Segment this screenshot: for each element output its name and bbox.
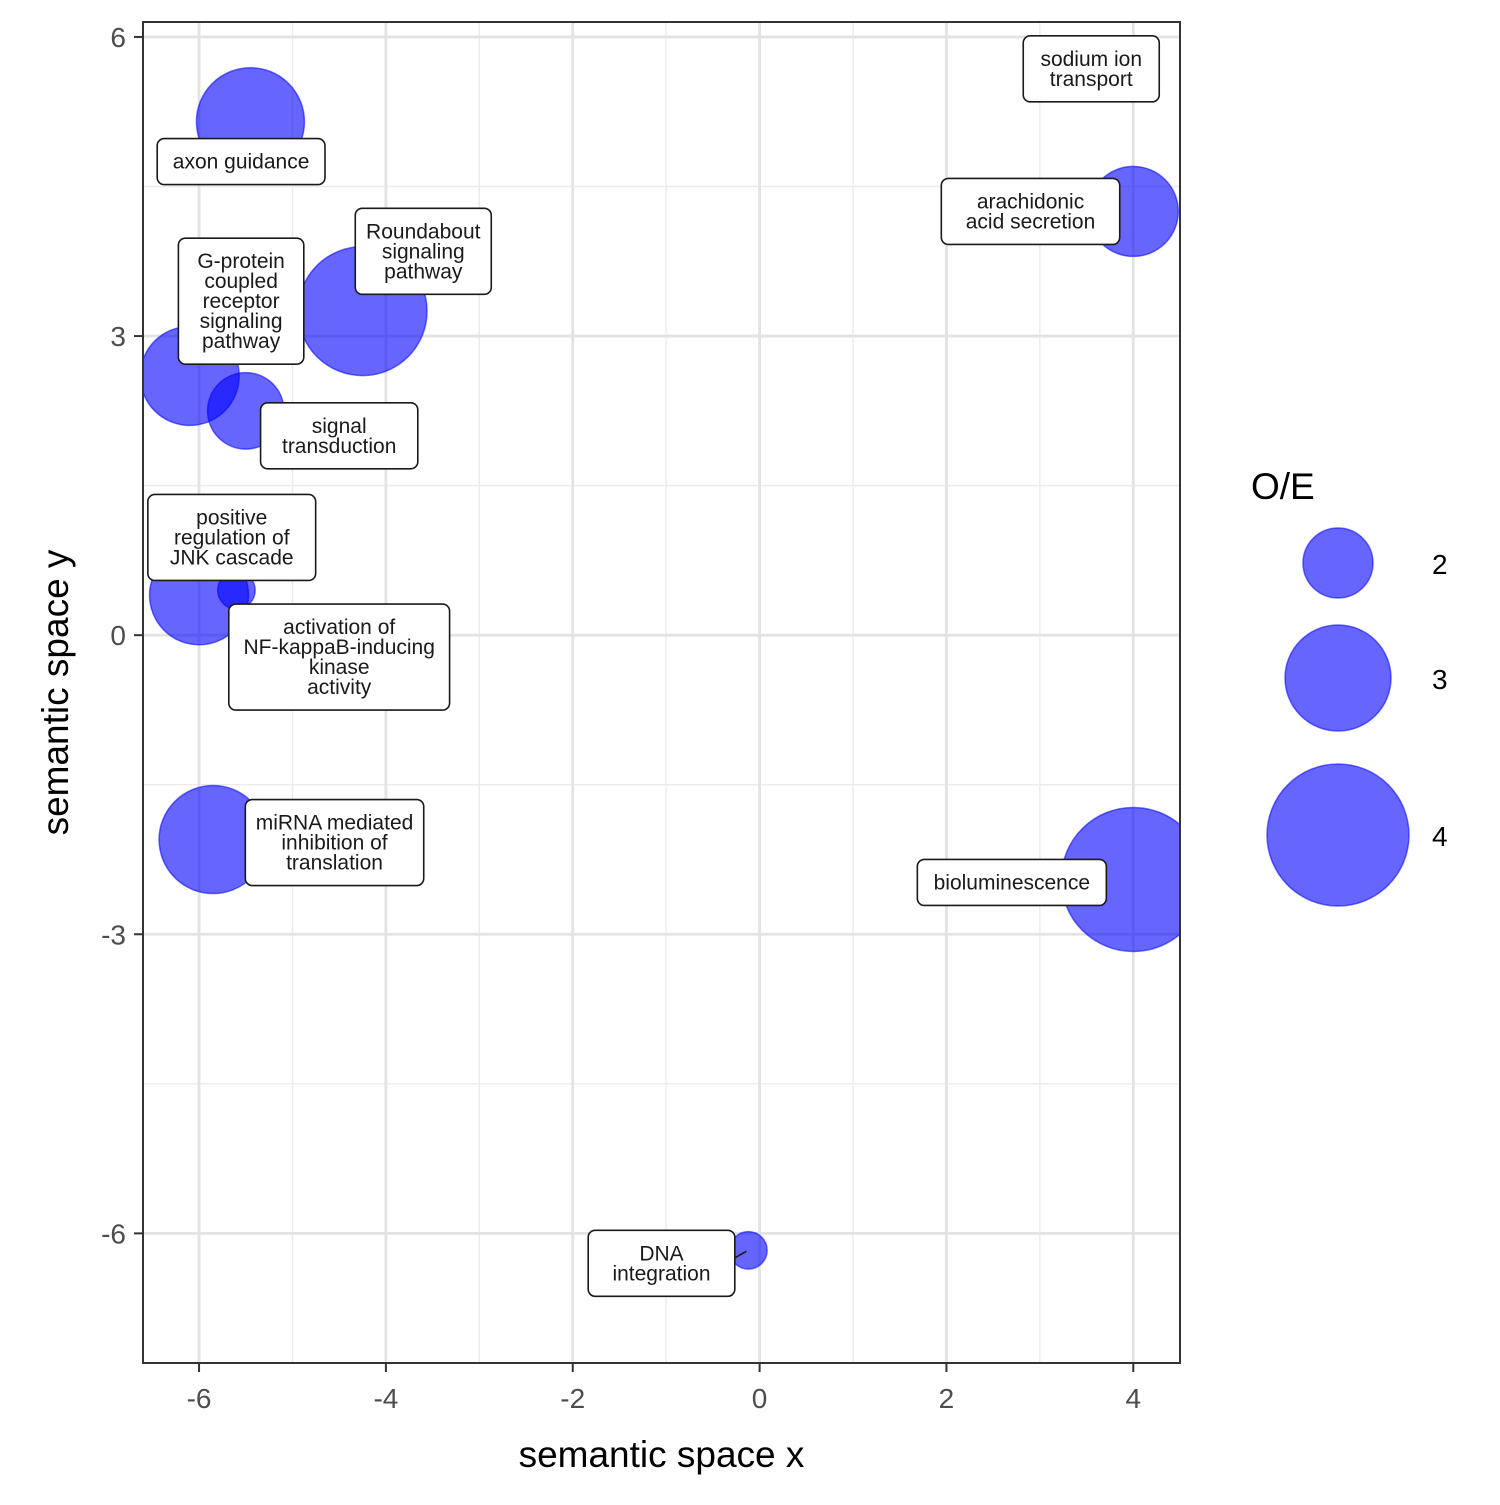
label-box	[147, 493, 317, 582]
legend-key-label: 4	[1432, 821, 1448, 852]
label-box	[156, 137, 326, 186]
labels-layer: axon guidanceRoundaboutsignalingpathwayG…	[147, 35, 1161, 1298]
y-tick-label: -6	[101, 1218, 126, 1249]
bubble-label-line: axon guidance	[173, 151, 310, 174]
label-box	[259, 401, 419, 470]
bubble-label-line: receptor	[203, 290, 280, 313]
bubble-label-line: transport	[1050, 68, 1133, 91]
label-box	[244, 798, 425, 887]
bubble-label-line: translation	[286, 852, 383, 875]
bubble-label-line: kinase	[309, 656, 370, 679]
bubble-label-line: bioluminescence	[934, 871, 1090, 894]
label-box	[940, 177, 1121, 246]
bubble-label-line: acid secretion	[966, 210, 1096, 233]
y-tick-label: 0	[110, 620, 126, 651]
legend-key-circle	[1302, 527, 1374, 599]
label-box	[916, 858, 1108, 907]
bubble-label-line: regulation of	[174, 526, 290, 549]
size-legend: O/E 2 3 4	[1251, 466, 1448, 907]
bubble-label-line: signaling	[382, 240, 465, 263]
label-box	[354, 207, 493, 296]
bubble-label-line: signaling	[200, 310, 283, 333]
bubble-label-line: arachidonic	[977, 190, 1084, 213]
x-axis-title: semantic space x	[519, 1434, 805, 1475]
bubble-label-line: activation of	[283, 616, 395, 639]
bubble-label-line: miRNA mediated	[256, 812, 414, 835]
bubble-label-line: DNA	[639, 1242, 683, 1265]
bubble-label: activation ofNF-kappaB-inducingkinaseact…	[227, 603, 451, 711]
legend-title: O/E	[1251, 466, 1315, 507]
bubble-label-line: Roundabout	[366, 220, 481, 243]
bubble-label-line: pathway	[384, 260, 463, 283]
x-tick-label: 4	[1125, 1383, 1141, 1414]
bubble-label-line: sodium ion	[1040, 48, 1142, 71]
bubble-label-line: integration	[612, 1262, 710, 1285]
bubble-label-line: JNK cascade	[170, 546, 294, 569]
legend-key-label: 3	[1432, 664, 1448, 695]
legend-key-label: 2	[1432, 549, 1448, 580]
label-box	[177, 237, 305, 365]
x-tick-label: 0	[752, 1383, 768, 1414]
x-tick-label: -4	[373, 1383, 398, 1414]
bubble-label-line: signal	[312, 415, 367, 438]
bubble-label-line: NF-kappaB-inducing	[243, 636, 434, 659]
bubble-label: bioluminescence	[916, 858, 1108, 907]
x-tick-label: -2	[560, 1383, 585, 1414]
axes-layer: -6 -4 -2 0 2 4 -6 -3 0 3 6	[101, 22, 1141, 1414]
panel-border	[142, 21, 1181, 1364]
y-tick-label: 3	[110, 321, 126, 352]
x-tick-label: -6	[187, 1383, 212, 1414]
bubble-label-line: positive	[196, 506, 267, 529]
label-box	[1022, 35, 1161, 103]
bubble-label-line: transduction	[282, 435, 396, 458]
bubble-label-line: pathway	[202, 330, 281, 353]
bubble-label-line: G-protein	[197, 250, 285, 273]
x-tick-label: 2	[939, 1383, 955, 1414]
y-tick-label: -3	[101, 919, 126, 950]
y-axis-title: semantic space y	[35, 549, 76, 835]
y-tick-label: 6	[110, 22, 126, 53]
bubble-label: axon guidance	[156, 137, 326, 186]
legend-key-circle	[1266, 763, 1410, 907]
legend-key-circle	[1284, 624, 1392, 732]
bubble-label-line: coupled	[204, 270, 278, 293]
bubble-label-line: activity	[307, 676, 372, 699]
bubble-label-line: inhibition of	[281, 832, 387, 855]
label-box	[227, 603, 451, 711]
label-box	[587, 1229, 736, 1298]
